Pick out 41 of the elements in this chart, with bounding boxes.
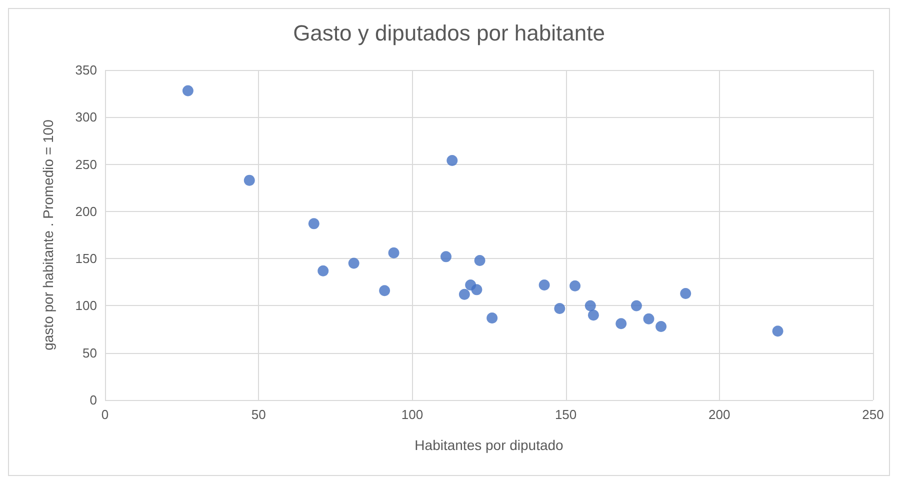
point (630, 300, 642, 312)
point (486, 312, 498, 324)
point (388, 247, 400, 258)
x-tick-label: 250 (862, 407, 884, 422)
y-tick-label: 200 (75, 204, 97, 219)
x-tick-label: 150 (554, 407, 577, 422)
y-tick-label: 350 (75, 62, 97, 78)
x-tick-label: 0 (101, 407, 109, 422)
point (538, 279, 550, 290)
point (554, 303, 566, 314)
y-tick-label: 150 (75, 251, 97, 266)
point (308, 218, 320, 230)
point (588, 310, 599, 321)
point (616, 318, 627, 330)
point (570, 280, 581, 292)
y-axis-title: gasto por habitante . Promedio = 100 (40, 119, 56, 350)
point (318, 265, 329, 276)
point (584, 300, 596, 312)
x-tick-label: 50 (251, 407, 266, 422)
point (772, 326, 784, 337)
point (643, 313, 654, 324)
point (446, 155, 458, 166)
point (656, 320, 667, 332)
x-tick-label: 200 (708, 407, 730, 422)
point (379, 285, 390, 296)
x-axis-title: Habitantes por diputado (414, 437, 564, 453)
y-tick-label: 300 (75, 110, 97, 125)
chart-title: Gasto y diputados por habitante (293, 20, 605, 46)
y-tick-label: 0 (90, 392, 97, 408)
point (458, 288, 470, 300)
point (680, 288, 692, 299)
y-tick-label: 100 (75, 298, 97, 314)
point (471, 284, 482, 296)
x-tick-label: 100 (401, 407, 424, 422)
point (474, 254, 486, 266)
point (182, 85, 194, 96)
point (244, 174, 255, 186)
y-tick-label: 250 (75, 156, 97, 172)
point (348, 258, 360, 269)
y-tick-label: 50 (82, 345, 97, 360)
point (440, 251, 452, 262)
